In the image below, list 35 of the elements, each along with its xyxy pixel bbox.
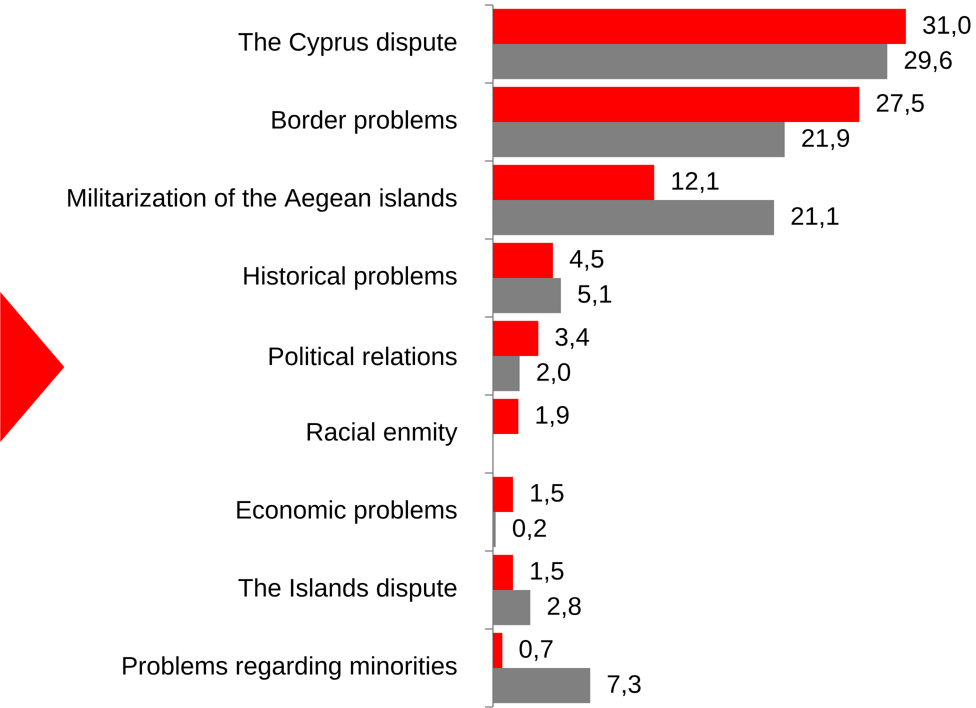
y-tick-label: Militarization of the Aegean islands [68, 188, 457, 212]
y-tick-label: Border problems [272, 110, 457, 134]
bar [492, 9, 906, 44]
y-tick-label: Economic problems [237, 500, 457, 524]
data-label: 31,0 [923, 16, 970, 38]
data-label: 1,9 [536, 406, 569, 428]
bar [492, 399, 518, 434]
data-label: 1,5 [531, 562, 564, 583]
bar [492, 87, 860, 122]
data-label: 1,5 [531, 484, 564, 505]
bar [492, 633, 502, 668]
y-tick-label: Racial enmity [308, 422, 458, 446]
bar [492, 321, 538, 356]
data-label: 0,7 [520, 640, 553, 662]
bar [492, 243, 553, 278]
data-label: 0,2 [512, 519, 546, 540]
y-tick-label: Historical problems [244, 266, 457, 290]
data-label: 21,9 [802, 129, 850, 150]
data-label: 2,0 [537, 363, 570, 384]
bar [492, 165, 654, 200]
data-label: 21,1 [792, 207, 838, 228]
data-label: 27,5 [876, 94, 924, 116]
data-label: 2,8 [548, 597, 581, 618]
bar [492, 555, 513, 590]
bar [492, 477, 513, 512]
data-label: 12,1 [672, 172, 718, 194]
data-label: 3,4 [556, 328, 590, 350]
data-label: 4,5 [570, 250, 604, 271]
data-label: 7,3 [608, 675, 641, 696]
data-label: 29,6 [904, 51, 952, 72]
y-tick-label: The Islands dispute [238, 578, 456, 602]
y-tick-label: Problems regarding minorities [123, 656, 457, 680]
data-label: 5,1 [578, 285, 612, 306]
y-tick-label: Political relations [270, 346, 457, 366]
y-tick-label: The Cyprus dispute [238, 32, 456, 56]
